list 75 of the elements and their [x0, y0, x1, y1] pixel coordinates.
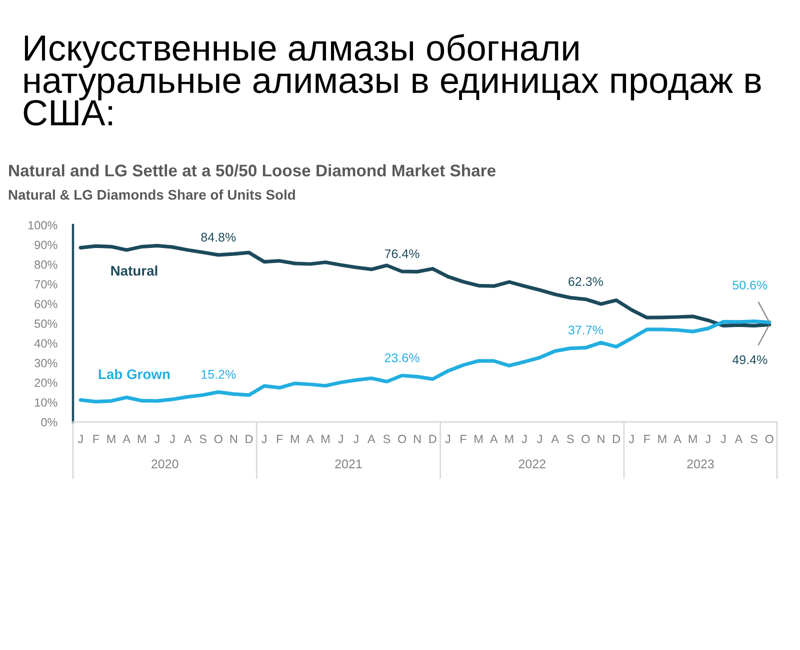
x-tick-label: M — [688, 434, 697, 444]
line-series — [78, 320, 772, 404]
y-tick-label: 70% — [34, 280, 58, 288]
y-tick-label: 100% — [28, 221, 58, 230]
x-tick-label: S — [566, 434, 574, 444]
y-tick-label: 90% — [34, 240, 58, 250]
x-tick-label: A — [551, 434, 559, 444]
data-label: 23.6% — [384, 353, 420, 362]
x-tick-label: A — [734, 434, 743, 444]
x-tick-label: D — [429, 434, 436, 444]
data-label: 49.4% — [732, 355, 768, 364]
x-tick-label: J — [154, 434, 160, 444]
data-label: 62.3% — [568, 277, 603, 286]
data-label: 76.4% — [384, 249, 420, 258]
y-tick-label: 30% — [34, 358, 58, 368]
x-tick-label: A — [122, 434, 130, 444]
x-tick-label: M — [138, 434, 146, 444]
x-tick-label: O — [765, 434, 774, 444]
x-tick-label: N — [414, 434, 421, 444]
x-tick-label: M — [322, 434, 330, 444]
text: 2020 — [152, 460, 178, 468]
x-tick-label: O — [582, 434, 590, 444]
x-tick-label: N — [598, 434, 604, 444]
x-tick-label: J — [170, 434, 175, 444]
x-tick-label: O — [214, 434, 222, 444]
x-tick-label: A — [674, 434, 682, 444]
y-tick-label: 40% — [34, 339, 58, 348]
data-label: 84.8% — [201, 232, 236, 242]
x-tick-label: M — [658, 434, 666, 444]
x-tick-label: O — [398, 434, 406, 444]
y-tick-label: 80% — [34, 260, 58, 269]
x-tick-label: N — [230, 434, 237, 444]
x-tick-label: J — [537, 434, 542, 444]
x-tick-label: J — [262, 434, 266, 444]
x-tick-label: M — [505, 434, 514, 444]
series-label: Natural — [111, 265, 158, 276]
x-tick-label: J — [628, 434, 634, 444]
text: 2022 — [518, 460, 546, 468]
x-tick-label: D — [246, 434, 253, 444]
x-tick-label: S — [200, 434, 206, 444]
x-tick-label: J — [78, 434, 83, 444]
y-tick-label: 50% — [34, 320, 58, 328]
line-series — [78, 244, 772, 328]
y-tick-label: 60% — [34, 300, 58, 308]
data-label: 50.6% — [732, 280, 768, 290]
data-label: 15.2% — [202, 370, 236, 379]
x-tick-label: J — [720, 434, 726, 444]
x-tick-label: F — [93, 434, 100, 444]
x-tick-label: M — [474, 434, 483, 444]
x-tick-label: A — [184, 434, 192, 444]
x-tick-label: F — [460, 434, 466, 444]
chart-title: Искусственные алмазы обогнали натуральные алимазы в единицах продаж в США: — [24, 34, 761, 126]
data-label: 37.7% — [568, 326, 603, 334]
y-tick-label: 10% — [34, 398, 58, 407]
x-tick-label: M — [290, 434, 299, 444]
y-tick-label: 0% — [41, 418, 58, 426]
x-tick-label: D — [613, 434, 620, 444]
x-tick-label: J — [705, 434, 710, 444]
text: 2023 — [687, 460, 714, 468]
x-tick-label: F — [644, 434, 650, 444]
x-tick-label: A — [368, 434, 376, 444]
y-tick-label: 20% — [34, 378, 58, 387]
text: 2021 — [335, 460, 362, 468]
chart-subtitle: Natural and LG Settle at a 50/50 Loose Diamond Market Share Natural & LG Diamonds Share of Units Sold — [8, 164, 496, 200]
x-tick-label: J — [522, 434, 527, 444]
x-tick-label: S — [383, 434, 390, 444]
x-tick-label: S — [750, 434, 758, 444]
x-tick-label: J — [353, 434, 358, 444]
x-tick-label: F — [276, 434, 283, 444]
x-tick-label: M — [107, 434, 116, 444]
x-tick-label: A — [490, 434, 498, 444]
x-tick-label: A — [306, 434, 314, 444]
x-tick-label: J — [338, 434, 343, 444]
series-label: Lab Grown — [98, 368, 170, 380]
x-tick-label: J — [445, 434, 450, 444]
